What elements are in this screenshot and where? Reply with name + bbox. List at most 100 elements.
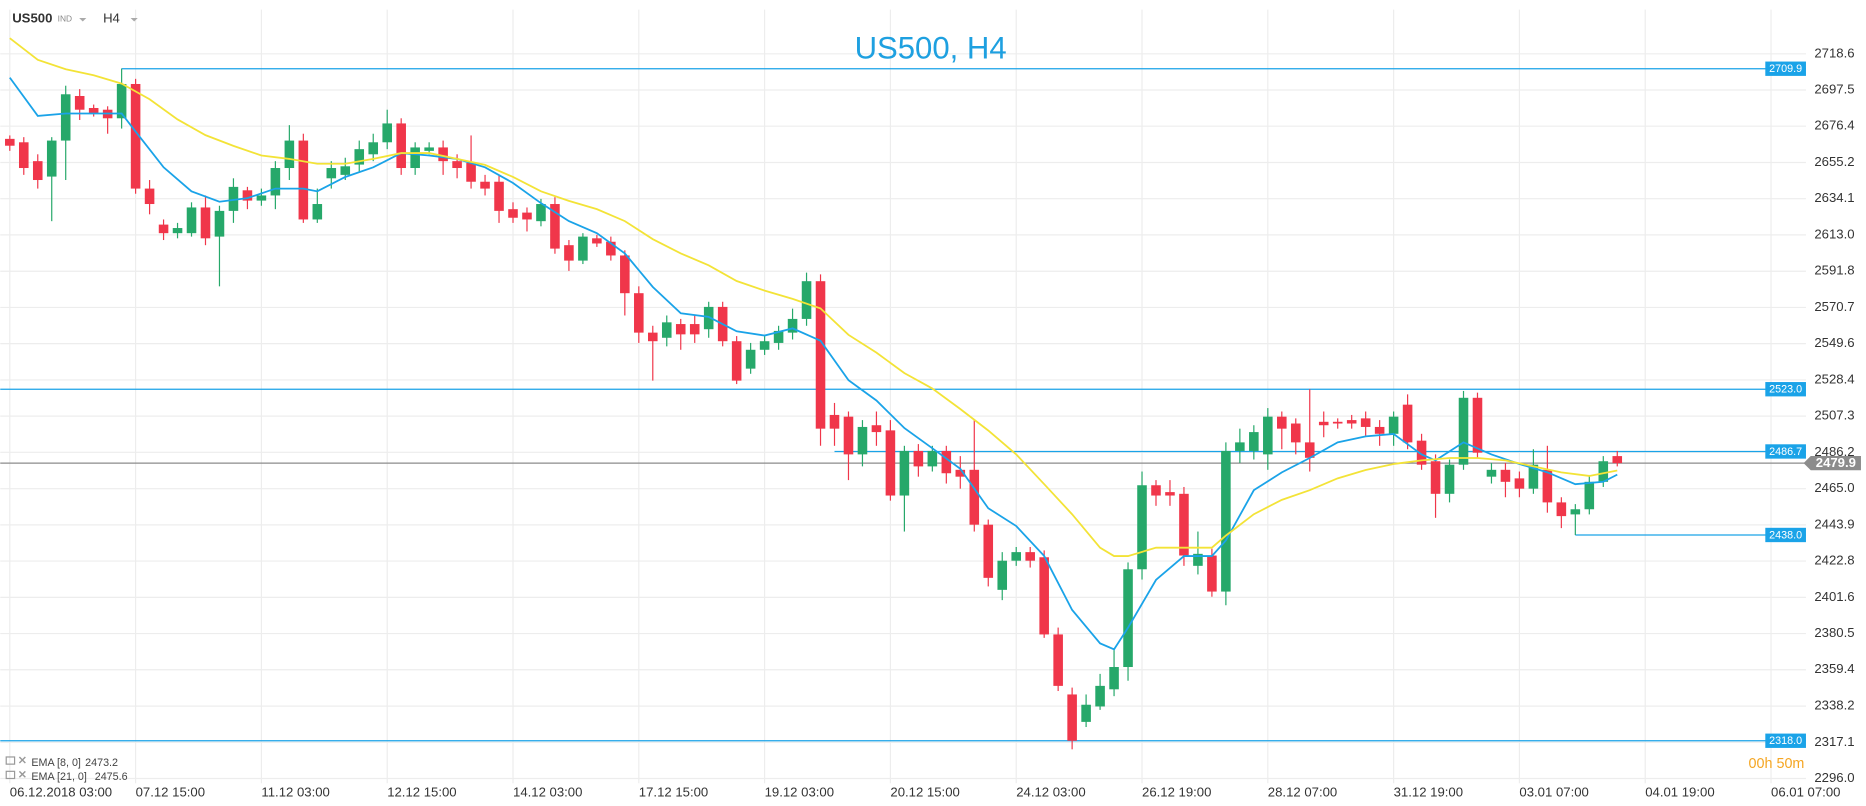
x-tick-label: 07.12 15:00 xyxy=(136,784,205,799)
y-tick-label: 2676.4 xyxy=(1814,118,1854,133)
level-label-box xyxy=(1765,382,1806,397)
candle-body xyxy=(829,414,840,429)
candle-body xyxy=(899,450,910,496)
candle-body xyxy=(1179,493,1189,556)
x-tick-label: 20.12 15:00 xyxy=(890,784,959,799)
x-tick-label: 06.12.2018 03:00 xyxy=(10,784,112,799)
candle-body xyxy=(46,140,57,177)
indicator-legend-icons xyxy=(5,756,26,780)
level-label: 2318.0 xyxy=(1769,735,1802,747)
x-tick-label: 24.12 03:00 xyxy=(1016,784,1085,799)
candle-body xyxy=(438,147,448,162)
candle-body xyxy=(1081,704,1091,722)
candle-body xyxy=(745,349,756,369)
candle-body xyxy=(522,212,532,220)
candle-body xyxy=(1318,421,1329,426)
x-tick-label: 12.12 15:00 xyxy=(387,784,456,799)
remove-icon[interactable] xyxy=(18,770,26,778)
x-tick-label: 14.12 03:00 xyxy=(513,784,582,799)
candle-body xyxy=(801,281,812,319)
y-tick-label: 2380.5 xyxy=(1814,625,1854,640)
candle-body xyxy=(200,207,211,239)
current-price-box xyxy=(1803,455,1861,471)
current-price-label: 2479.9 xyxy=(1816,455,1856,470)
level-label: 2486.7 xyxy=(1769,446,1802,458)
legend-name: EMA [8, 0] xyxy=(31,757,81,769)
settings-icon[interactable] xyxy=(5,756,16,765)
candle-body xyxy=(1277,416,1287,429)
candle-body xyxy=(508,209,518,218)
symbol-caret[interactable] xyxy=(79,17,87,22)
candle-body xyxy=(1486,469,1497,477)
candle-body xyxy=(941,450,952,474)
candle-body xyxy=(74,95,85,110)
candle-body xyxy=(1458,397,1469,465)
candle-body xyxy=(424,147,434,151)
countdown: 00h 50m xyxy=(1749,756,1805,772)
candle-body xyxy=(480,181,490,189)
ema-line xyxy=(9,77,1618,651)
level-label-box xyxy=(1765,527,1806,543)
candle-body xyxy=(1388,416,1399,434)
y-tick-label: 2422.8 xyxy=(1814,553,1854,568)
candle-body xyxy=(60,94,71,141)
candle-body xyxy=(5,138,15,146)
timeframe[interactable]: H4 xyxy=(103,11,120,26)
candle-body xyxy=(634,293,644,333)
candle-body xyxy=(857,426,868,455)
candle-body xyxy=(620,255,630,294)
candle-body xyxy=(340,166,351,175)
symbol[interactable]: US500 xyxy=(12,11,52,26)
settings-icon[interactable] xyxy=(5,770,16,780)
candle-body xyxy=(1598,461,1609,482)
candle-body xyxy=(1053,634,1063,686)
candle-body xyxy=(158,224,169,234)
candle-body xyxy=(214,210,225,237)
x-tick-label: 11.12 03:00 xyxy=(261,784,329,799)
x-tick-label: 28.12 07:00 xyxy=(1268,784,1337,799)
candle-body xyxy=(1360,418,1371,427)
symbol-tag: IND xyxy=(58,13,72,23)
candle-body xyxy=(1067,694,1077,741)
candle-body xyxy=(843,416,854,455)
grid xyxy=(0,9,1806,784)
timeframe-caret[interactable] xyxy=(130,17,138,22)
x-tick-label: 26.12 19:00 xyxy=(1142,784,1211,799)
candle-body xyxy=(1207,555,1217,592)
candle-body xyxy=(18,142,29,169)
candle-body xyxy=(815,281,826,429)
candle-body xyxy=(186,207,197,234)
candle-body xyxy=(242,190,253,201)
candle-body xyxy=(1416,440,1427,465)
remove-icon[interactable] xyxy=(18,756,26,764)
candle-body xyxy=(1556,502,1567,517)
level-label: 2709.9 xyxy=(1769,63,1802,75)
candles xyxy=(5,68,1623,750)
y-tick-label: 2401.6 xyxy=(1814,589,1854,604)
candle-body xyxy=(1514,478,1525,489)
candle-body xyxy=(368,142,379,155)
y-tick-label: 2570.7 xyxy=(1814,299,1854,314)
candle-body xyxy=(913,450,924,467)
level-label-box xyxy=(1765,61,1806,76)
candle-body xyxy=(997,560,1008,590)
level-label: 2438.0 xyxy=(1769,529,1802,541)
levels xyxy=(0,68,1806,742)
level-label-box xyxy=(1765,733,1806,748)
x-tick-label: 03.01 07:00 xyxy=(1519,784,1588,799)
candle-body xyxy=(466,162,476,182)
y-tick-label: 2528.4 xyxy=(1814,371,1854,386)
candle-body xyxy=(703,306,714,330)
candle-body xyxy=(494,181,504,211)
legend-value: 2475.6 xyxy=(95,771,128,783)
candle-body xyxy=(452,161,462,169)
y-tick-label: 2486.2 xyxy=(1814,444,1854,459)
candle-body xyxy=(354,149,365,165)
x-tick-label: 06.01 07:00 xyxy=(1771,784,1840,799)
candle-body xyxy=(326,168,337,179)
level-label: 2523.0 xyxy=(1769,384,1802,396)
candle-body xyxy=(1263,416,1273,455)
legend-name: EMA [21, 0] xyxy=(31,771,87,783)
candle-body xyxy=(689,324,700,335)
